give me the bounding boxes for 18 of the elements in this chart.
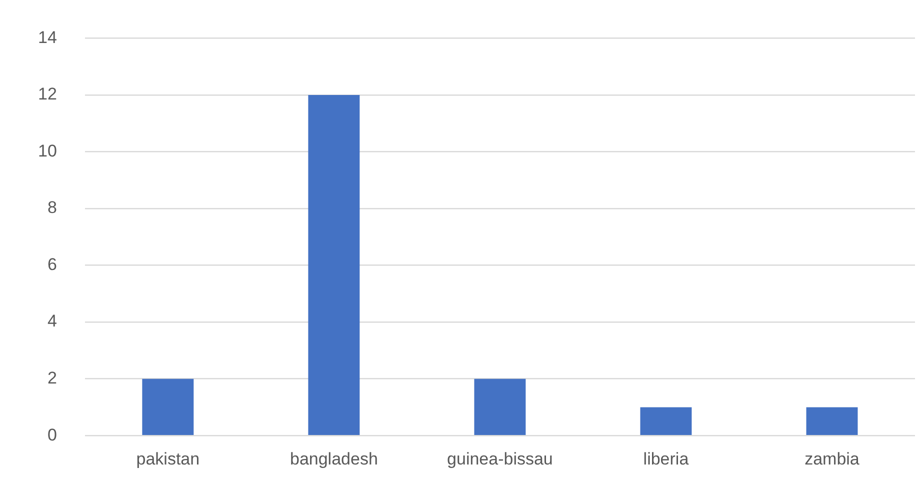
y-tick-label: 14	[38, 28, 57, 47]
bar	[806, 407, 858, 435]
y-tick-label: 10	[38, 141, 57, 160]
y-tick-label: 8	[47, 198, 57, 218]
y-tick-label: 4	[47, 312, 57, 331]
x-tick-label: guinea-bissau	[447, 449, 553, 468]
bar	[474, 378, 526, 435]
x-tick-label: bangladesh	[290, 449, 378, 468]
x-tick-label: zambia	[804, 449, 860, 468]
y-tick-label: 0	[47, 425, 57, 444]
x-tick-label: liberia	[643, 449, 690, 468]
bar	[142, 378, 194, 435]
bar	[308, 94, 360, 435]
y-tick-label: 6	[47, 254, 57, 274]
y-tick-label: 2	[47, 368, 57, 388]
y-tick-label: 12	[38, 84, 57, 104]
bar	[640, 407, 692, 435]
x-tick-label: pakistan	[136, 449, 200, 468]
